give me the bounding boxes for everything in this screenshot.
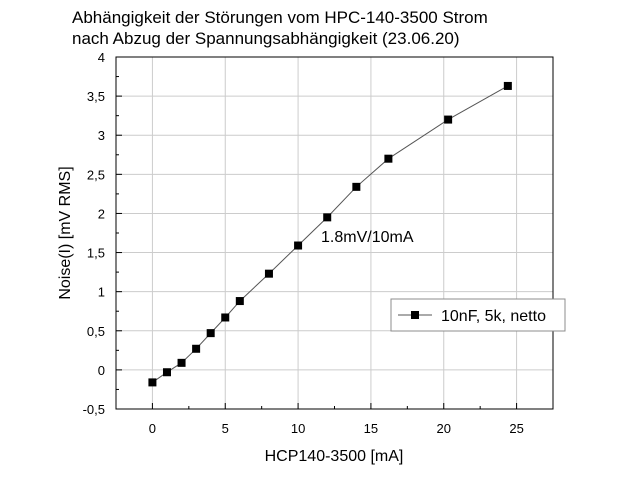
data-point bbox=[177, 358, 186, 367]
y-tick-label: 4 bbox=[98, 50, 105, 65]
data-point bbox=[221, 313, 230, 322]
data-point bbox=[323, 213, 332, 222]
x-axis-label: HCP140-3500 [mA] bbox=[265, 448, 404, 465]
y-tick-label: 2 bbox=[98, 206, 105, 221]
data-point bbox=[352, 182, 361, 191]
slope-annotation: 1.8mV/10mA bbox=[321, 229, 414, 246]
legend-label: 10nF, 5k, netto bbox=[441, 308, 546, 325]
x-tick-label: 0 bbox=[149, 421, 156, 436]
data-point bbox=[162, 368, 171, 377]
data-point bbox=[503, 81, 512, 90]
legend: 10nF, 5k, netto bbox=[390, 298, 566, 332]
y-tick-label: -0,5 bbox=[83, 402, 105, 417]
data-point bbox=[235, 297, 244, 306]
y-axis-label: Noise(I) [mV RMS] bbox=[57, 166, 74, 299]
x-tick-label: 15 bbox=[364, 421, 378, 436]
y-tick-label: 0 bbox=[98, 363, 105, 378]
grid-lines bbox=[116, 57, 553, 409]
axis-ticks: 0 5 10 15 20 25 -0,5 0 0,5 1 1,5 2 2,5 3 3,5 4 bbox=[83, 50, 524, 436]
x-tick-label: 5 bbox=[222, 421, 229, 436]
x-tick-label: 10 bbox=[291, 421, 305, 436]
y-tick-label: 1 bbox=[98, 285, 105, 300]
data-point bbox=[384, 154, 393, 163]
x-tick-label: 20 bbox=[437, 421, 451, 436]
data-point bbox=[294, 241, 303, 250]
data-point bbox=[264, 269, 273, 278]
data-point bbox=[206, 329, 215, 338]
legend-marker bbox=[411, 311, 419, 319]
y-tick-label: 3 bbox=[98, 128, 105, 143]
y-tick-label: 3,5 bbox=[87, 89, 105, 104]
data-point bbox=[444, 115, 453, 124]
x-tick-label: 25 bbox=[509, 421, 523, 436]
data-point bbox=[192, 344, 201, 353]
y-tick-label: 1,5 bbox=[87, 246, 105, 261]
chart-title-line-1: Abhängigkeit der Störungen vom HPC-140-3… bbox=[72, 8, 488, 27]
data-series bbox=[148, 81, 512, 387]
data-point bbox=[148, 378, 157, 387]
chart-title-line-2: nach Abzug der Spannungsabhängigkeit (23… bbox=[72, 29, 460, 48]
y-tick-label: 0,5 bbox=[87, 324, 105, 339]
y-tick-label: 2,5 bbox=[87, 167, 105, 182]
